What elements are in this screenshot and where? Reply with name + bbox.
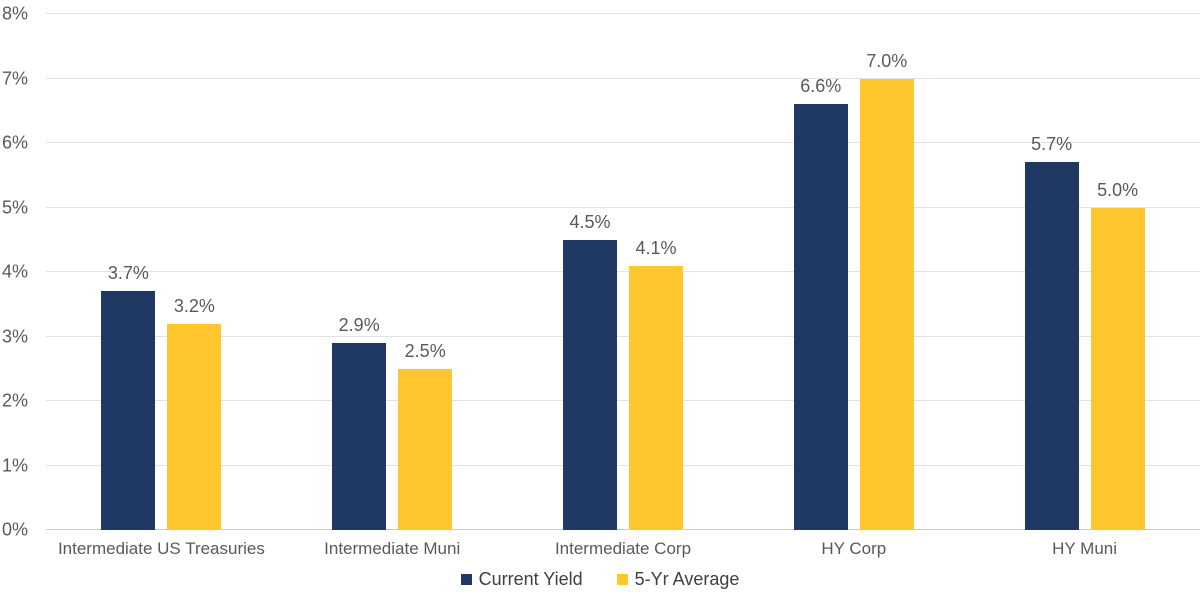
bar-value-label: 3.2%: [173, 295, 215, 316]
ytick-label: 7%: [2, 68, 29, 88]
gridline: [46, 271, 1200, 272]
bar-column: 5.0%: [1090, 14, 1145, 530]
category-label-hy-muni: HY Muni: [1052, 539, 1118, 558]
gridline: [46, 206, 1200, 208]
bar-groups: 3.7% 3.2% 2.9% 2.5% 4.5% 4.1% 6.6% 7.0% 5.7% 5.0%: [46, 14, 1200, 530]
ytick-label: 5%: [2, 197, 29, 217]
bar-column: 4.1%: [628, 14, 683, 530]
bar-group-intermediate-us-treasuries: 3.7% 3.2%: [46, 14, 277, 530]
bar-value-label: 7.0%: [866, 50, 908, 71]
gridline: [46, 464, 1200, 466]
category-label-hy-corp: HY Corp: [821, 539, 887, 558]
gridline: [46, 335, 1200, 337]
bar-group-hy-corp: 6.6% 7.0%: [738, 14, 969, 530]
bar-5-yr-average-hy-muni: [1090, 207, 1145, 530]
plot-area: 3.7% 3.2% 2.9% 2.5% 4.5% 4.1% 6.6% 7.0% 5.7% 5.0%: [46, 13, 1200, 530]
bar-current-yield-hy-corp: [793, 104, 848, 530]
bar-5-yr-average-hy-corp: [859, 78, 914, 530]
legend-label: Current Yield: [478, 568, 583, 589]
x-axis-labels: Intermediate US Treasuries Intermediate M…: [46, 539, 1200, 559]
bar-5-yr-average-intermediate-us-treasuries: [167, 323, 222, 530]
bar-group-intermediate-corp: 4.5% 4.1%: [508, 14, 739, 530]
bar-value-label: 5.0%: [1097, 179, 1139, 200]
gridline: [46, 400, 1200, 401]
ytick-label: 6%: [2, 132, 29, 153]
bar-current-yield-intermediate-muni: [332, 342, 387, 530]
ytick-label: 0%: [2, 519, 29, 540]
bar-value-label: 4.1%: [635, 237, 677, 258]
gridline: [46, 77, 1200, 79]
bar-current-yield-intermediate-us-treasuries: [101, 291, 156, 530]
ytick-label: 3%: [2, 326, 29, 346]
x-axis-line: [46, 529, 1200, 530]
bar-column: 3.7%: [101, 14, 156, 530]
category-label-intermediate-muni: Intermediate Muni: [324, 539, 461, 558]
ytick-label: 4%: [2, 261, 29, 282]
category-label-intermediate-us-treasuries: Intermediate US Treasuries: [57, 539, 265, 558]
bar-group-hy-muni: 5.7% 5.0%: [969, 14, 1200, 530]
bar-value-label: 2.9%: [338, 314, 380, 335]
gridline: [46, 13, 1200, 14]
category-label-intermediate-corp: Intermediate Corp: [554, 539, 692, 558]
bar-5-yr-average-intermediate-muni: [398, 368, 453, 530]
bar-value-label: 5.7%: [1031, 134, 1073, 155]
ytick-label: 2%: [2, 390, 29, 411]
legend-item-5-yr-average: 5-Yr Average: [616, 568, 740, 590]
legend-item-current-yield: Current Yield: [460, 568, 583, 590]
bar-column: 5.7%: [1024, 14, 1079, 530]
legend-swatch-icon: [460, 573, 472, 585]
bar-value-label: 6.6%: [800, 76, 842, 97]
bar-current-yield-intermediate-corp: [562, 239, 617, 530]
legend-swatch-icon: [616, 573, 628, 585]
ytick-label: 8%: [2, 3, 29, 24]
bar-column: 2.9%: [332, 14, 387, 530]
bar-column: 2.5%: [398, 14, 453, 530]
bar-column: 7.0%: [859, 14, 914, 530]
gridline: [46, 142, 1200, 143]
legend-label: 5-Yr Average: [634, 568, 740, 589]
bar-value-label: 2.5%: [404, 340, 446, 361]
bar-column: 6.6%: [793, 14, 848, 530]
bar-value-label: 3.7%: [107, 263, 149, 284]
bar-column: 4.5%: [562, 14, 617, 530]
bar-column: 3.2%: [167, 14, 222, 530]
bar-value-label: 4.5%: [569, 211, 611, 232]
bar-current-yield-hy-muni: [1024, 162, 1079, 530]
bar-5-yr-average-intermediate-corp: [628, 265, 683, 530]
legend: Current Yield 5-Yr Average: [0, 565, 1200, 593]
ytick-label: 1%: [2, 455, 29, 475]
bar-group-intermediate-muni: 2.9% 2.5%: [277, 14, 508, 530]
